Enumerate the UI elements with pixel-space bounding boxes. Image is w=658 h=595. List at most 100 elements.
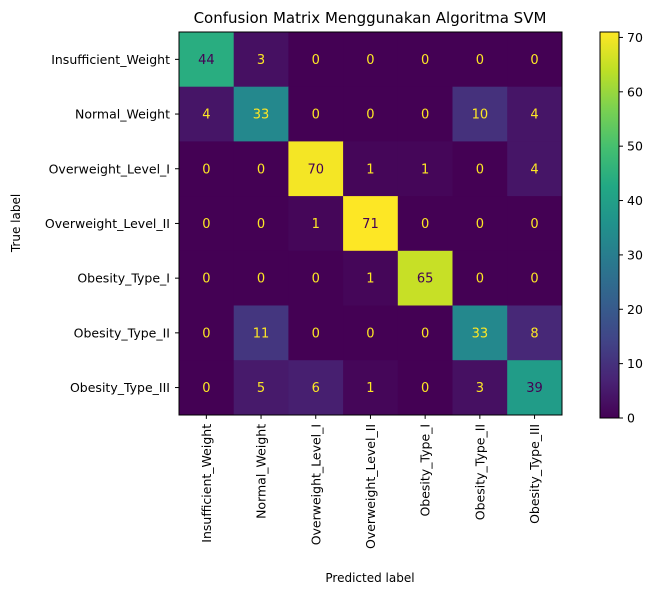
heatmap-cells — [179, 32, 563, 416]
heatmap-cell — [343, 32, 399, 88]
heatmap-cell — [233, 250, 289, 306]
colorbar-ticks: 0 10 20 30 40 50 60 70 — [619, 30, 643, 426]
y-axis-ticks: Insufficient_Weight Normal_Weight Overweig… — [45, 52, 179, 395]
x-tick-label: Obesity_Type_III — [527, 424, 542, 524]
cell-value: 0 — [421, 53, 429, 68]
heatmap-cell — [179, 250, 235, 306]
cell-value: 0 — [530, 217, 538, 232]
colorbar-tick-label: 40 — [627, 193, 643, 208]
x-tick-label: Obesity_Type_II — [472, 424, 487, 520]
heatmap-cell — [179, 141, 235, 197]
heatmap-cell — [179, 196, 235, 252]
colorbar-tick-label: 10 — [627, 356, 643, 371]
colorbar — [599, 31, 620, 419]
cell-value: 0 — [257, 162, 265, 177]
chart-title: Confusion Matrix Menggunakan Algoritma S… — [194, 9, 547, 27]
heatmap-cell — [343, 250, 399, 306]
heatmap-cell — [343, 360, 399, 416]
heatmap-cell — [452, 250, 508, 306]
cell-value: 0 — [257, 217, 265, 232]
cell-value: 5 — [257, 381, 265, 396]
colorbar-tick-label: 50 — [627, 139, 643, 154]
heatmap-cell — [397, 32, 453, 88]
y-tick-label: Obesity_Type_III — [70, 380, 170, 395]
cell-value: 0 — [421, 381, 429, 396]
cell-value: 0 — [202, 381, 210, 396]
heatmap-cell — [507, 360, 563, 416]
cell-value: 6 — [312, 381, 320, 396]
heatmap-cell — [452, 86, 508, 142]
cell-value: 0 — [202, 272, 210, 287]
cell-value: 0 — [476, 217, 484, 232]
heatmap-cell — [452, 196, 508, 252]
heatmap-cell — [507, 305, 563, 361]
cell-value: 0 — [530, 53, 538, 68]
cell-value: 0 — [202, 162, 210, 177]
heatmap-cell — [397, 305, 453, 361]
y-tick-label: Obesity_Type_I — [77, 271, 170, 286]
heatmap-cell — [233, 32, 289, 88]
cell-value: 0 — [366, 53, 374, 68]
cell-value-labels: 44 3 0 0 0 0 04 33 0 0 0 10 40 0 70 1 1 0 40 0 1 71 0 0 00 0 0 1 65 0… — [198, 53, 543, 396]
heatmap-cell — [507, 86, 563, 142]
cell-value: 0 — [202, 326, 210, 341]
heatmap-cell — [179, 360, 235, 416]
cell-value: 1 — [366, 162, 374, 177]
cell-value: 44 — [198, 53, 215, 68]
x-tick-label: Overweight_Level_I — [308, 424, 323, 545]
heatmap-cell — [233, 360, 289, 416]
cell-value: 1 — [421, 162, 429, 177]
y-tick-label: Overweight_Level_I — [49, 161, 170, 176]
x-tick-label: Overweight_Level_II — [363, 424, 378, 549]
cell-value: 11 — [253, 326, 270, 341]
x-tick-label: Normal_Weight — [254, 424, 269, 519]
y-tick-label: Obesity_Type_II — [74, 325, 170, 340]
heatmap-cell — [343, 86, 399, 142]
cell-value: 4 — [530, 108, 538, 123]
heatmap-cell — [288, 305, 344, 361]
heatmap-cell — [452, 360, 508, 416]
heatmap-cell — [397, 141, 453, 197]
y-tick-label: Insufficient_Weight — [51, 52, 170, 67]
y-axis-label: True label — [9, 194, 23, 253]
heatmap-cell — [288, 360, 344, 416]
cell-value: 0 — [312, 53, 320, 68]
cell-value: 3 — [257, 53, 265, 68]
heatmap-cell — [397, 360, 453, 416]
cell-value: 4 — [530, 162, 538, 177]
cell-value: 33 — [253, 108, 270, 123]
cell-value: 0 — [530, 272, 538, 287]
heatmap-cell — [452, 305, 508, 361]
colorbar-tick-label: 0 — [627, 411, 635, 426]
x-tick-label: Obesity_Type_I — [418, 424, 433, 517]
colorbar-tick-label: 70 — [627, 30, 643, 45]
heatmap-cell — [233, 196, 289, 252]
heatmap-cell — [179, 86, 235, 142]
heatmap-cell — [343, 305, 399, 361]
cell-value: 0 — [202, 217, 210, 232]
x-axis-ticks: Insufficient_Weight Normal_Weight Overweig… — [199, 414, 542, 549]
x-axis-label: Predicted label — [325, 571, 414, 585]
heatmap-cell — [507, 196, 563, 252]
colorbar-tick-label: 20 — [627, 302, 643, 317]
heatmap-cell — [288, 86, 344, 142]
heatmap-cell — [179, 32, 235, 88]
cell-value: 0 — [312, 108, 320, 123]
heatmap-cell — [397, 250, 453, 306]
cell-value: 0 — [312, 272, 320, 287]
cell-value: 4 — [202, 108, 210, 123]
cell-value: 71 — [362, 217, 379, 232]
heatmap-cell — [288, 196, 344, 252]
cell-value: 39 — [526, 381, 543, 396]
cell-value: 0 — [421, 326, 429, 341]
cell-value: 0 — [476, 162, 484, 177]
cell-value: 10 — [472, 108, 489, 123]
heatmap-cell — [452, 32, 508, 88]
heatmap-cell — [288, 141, 344, 197]
heatmap-cell — [343, 196, 399, 252]
cell-value: 0 — [257, 272, 265, 287]
y-tick-label: Overweight_Level_II — [45, 216, 170, 231]
heatmap-cell — [452, 141, 508, 197]
colorbar-tick-label: 30 — [627, 247, 643, 262]
